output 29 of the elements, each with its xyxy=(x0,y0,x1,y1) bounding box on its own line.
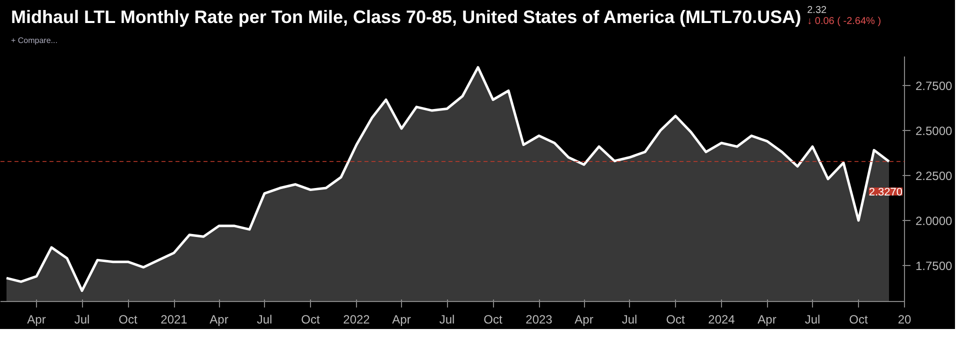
y-tick-label: 2.7500 xyxy=(916,78,953,93)
y-tick-label: 2.5000 xyxy=(916,124,953,138)
x-tick-label: Oct xyxy=(484,312,503,326)
chart-title: Midhaul LTL Monthly Rate per Ton Mile, Class 70-85, United States of America (MLTL70.USA) xyxy=(11,7,802,27)
x-tick-label: 20 xyxy=(898,312,912,326)
ref-line-label: 2.3270 xyxy=(868,186,903,199)
x-tick-label: Jul xyxy=(622,312,638,326)
x-tick-label: 2023 xyxy=(526,312,553,326)
x-tick-label: Jul xyxy=(74,312,90,326)
x-tick-label: Apr xyxy=(392,312,411,326)
x-tick-label: Apr xyxy=(27,312,46,326)
x-tick-label: Oct xyxy=(849,312,868,326)
x-tick-label: 2024 xyxy=(708,312,736,326)
y-tick-label: 2.2500 xyxy=(916,168,953,183)
x-tick-label: 2022 xyxy=(343,312,370,326)
y-tick-label: 2.0000 xyxy=(916,214,953,228)
x-tick-label: Apr xyxy=(210,312,228,326)
x-tick-label: 2021 xyxy=(160,312,188,326)
x-tick-label: Oct xyxy=(301,312,320,326)
x-tick-label: Jul xyxy=(439,312,455,326)
text: ↓ 0.06 ( -2.64% ) xyxy=(807,16,882,27)
x-tick-label: Oct xyxy=(118,312,138,326)
y-tick-label: 1.7500 xyxy=(916,258,953,273)
x-tick-label: Oct xyxy=(666,312,686,326)
x-tick-label: Jul xyxy=(804,312,820,326)
text: + Compare... xyxy=(11,36,58,45)
x-tick-label: Jul xyxy=(256,312,272,326)
x-tick-label: Apr xyxy=(574,312,594,326)
x-tick-label: Apr xyxy=(758,312,776,326)
